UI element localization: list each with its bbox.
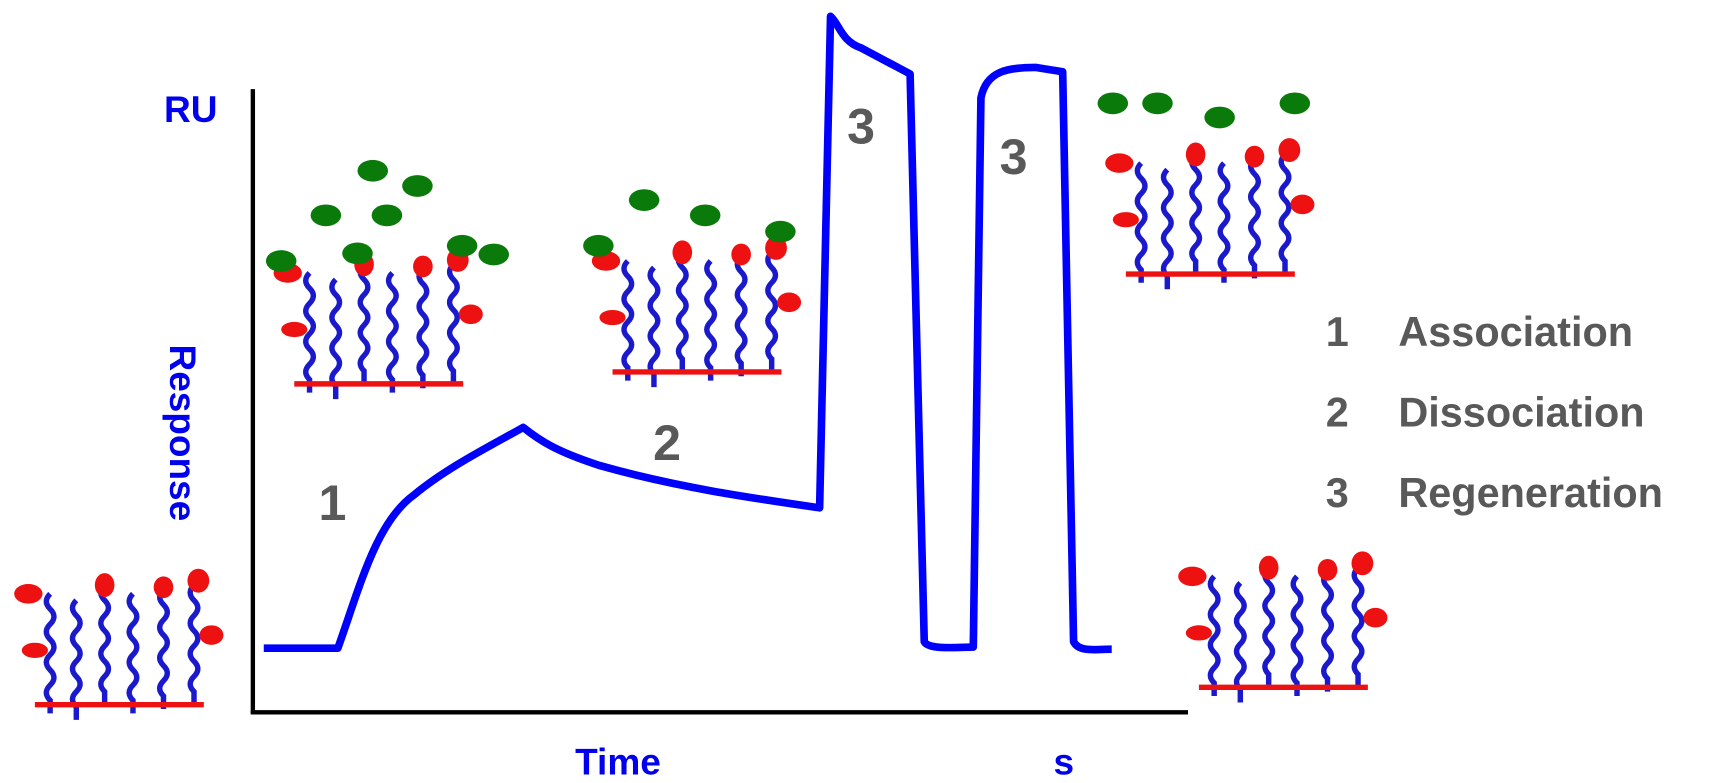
phase-label: 1: [318, 475, 346, 531]
sensorgram-diagram: RU Response Time s 1 2 3 3 1 Association…: [0, 0, 1709, 783]
surface-regeneration: [1098, 92, 1315, 289]
legend-label: Association: [1398, 309, 1633, 355]
x-unit: s: [1053, 740, 1074, 782]
surface-association: [266, 160, 509, 399]
legend-number: 3: [1326, 470, 1349, 516]
x-label: Time: [575, 740, 661, 782]
surface-regenerated: [1178, 551, 1387, 702]
y-unit: RU: [164, 88, 218, 130]
surface-dissociation: [583, 189, 801, 387]
phase-label: 2: [653, 415, 681, 471]
legend-label: Dissociation: [1398, 389, 1644, 435]
surface-baseline: [14, 569, 223, 720]
phase-label: 3: [1000, 129, 1028, 185]
y-label: Response: [162, 345, 204, 522]
phase-label: 3: [847, 99, 875, 155]
page: RU Response Time s 1 2 3 3 1 Association…: [0, 0, 1709, 783]
legend-number: 1: [1326, 309, 1349, 355]
legend: 1 Association 2 Dissociation 3 Regenerat…: [1326, 309, 1663, 516]
legend-number: 2: [1326, 389, 1349, 435]
legend-label: Regeneration: [1398, 470, 1663, 516]
